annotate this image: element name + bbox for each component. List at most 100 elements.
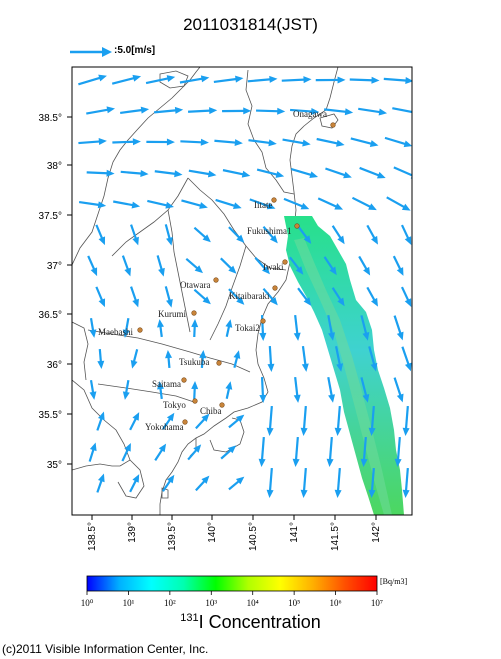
wind-vector-arrow bbox=[325, 167, 352, 179]
lat-tick-label: 37° bbox=[47, 261, 62, 272]
city-label: Otawara bbox=[180, 280, 210, 290]
city-label: Yokohama bbox=[145, 422, 184, 432]
boundary-kanto-south bbox=[87, 329, 251, 373]
wind-vector-arrow bbox=[87, 255, 98, 277]
wind-vector-arrow bbox=[266, 405, 274, 436]
boundary-fukushima-tochigi bbox=[187, 177, 287, 271]
city-tokai2: Tokai2 bbox=[235, 318, 266, 333]
wind-vector-arrow bbox=[262, 287, 278, 306]
wind-vector-arrow bbox=[315, 76, 346, 84]
city-tsukuba: Tsukuba bbox=[179, 357, 222, 367]
wind-vector-arrow bbox=[86, 106, 116, 115]
wind-scale-label: :5.0[m/s] bbox=[114, 45, 156, 56]
wind-vector-arrow bbox=[327, 377, 335, 403]
city-iwaki: Iwaki bbox=[263, 259, 288, 272]
city-marker-icon bbox=[213, 277, 219, 283]
wind-vector-arrow bbox=[400, 286, 412, 307]
lat-tick-label: 35.5° bbox=[39, 410, 62, 421]
wind-vector-arrow bbox=[195, 475, 210, 492]
longitude-axis: 138.5° 139° 139.5° 140° 140.5° 141° 141.5° 142° bbox=[87, 515, 382, 551]
wind-vector-arrow bbox=[97, 348, 105, 369]
wind-vector-arrow bbox=[402, 405, 410, 436]
city-tokyo: Tokyo bbox=[163, 398, 198, 410]
colorbar-unit: [Bq/m3] bbox=[380, 577, 408, 586]
lat-tick-label: 36° bbox=[47, 360, 62, 371]
wind-vector-arrow bbox=[360, 377, 370, 403]
lon-tick-label: 141° bbox=[289, 522, 300, 543]
wind-vector-arrow bbox=[283, 197, 310, 210]
wind-vector-arrow bbox=[95, 286, 106, 308]
city-marker-icon bbox=[260, 318, 266, 324]
wind-vector-arrow bbox=[327, 315, 335, 341]
wind-vector-arrow bbox=[266, 467, 274, 498]
wind-vector-arrow bbox=[193, 288, 211, 305]
city-saitama: Saitama bbox=[152, 377, 187, 389]
wind-vector-arrow bbox=[112, 138, 141, 146]
wind-vector-arrow bbox=[129, 474, 140, 493]
lat-tick-label: 36.5° bbox=[39, 310, 62, 321]
wind-vector-arrow bbox=[301, 345, 309, 372]
wind-vector-arrow bbox=[249, 198, 276, 210]
wind-vector-arrow bbox=[358, 107, 388, 116]
city-marker-icon bbox=[330, 122, 336, 128]
wind-scale-arrow-icon bbox=[70, 47, 112, 57]
wind-vector-arrow bbox=[185, 258, 203, 274]
wind-vector-arrow bbox=[89, 379, 97, 400]
wind-vector-arrow bbox=[293, 376, 301, 403]
wind-vector-arrow bbox=[316, 137, 345, 147]
wind-vector-arrow bbox=[220, 257, 237, 274]
lat-tick-label: 37.5° bbox=[39, 211, 62, 222]
wind-vector-arrow bbox=[120, 170, 149, 177]
city-label: Maebashi bbox=[98, 327, 133, 337]
city-marker-icon bbox=[219, 402, 225, 408]
wind-vector-arrow bbox=[164, 224, 173, 246]
wind-vector-arrow bbox=[213, 75, 244, 84]
wind-vector-arrow bbox=[222, 107, 252, 115]
wind-vector-arrow bbox=[188, 107, 218, 115]
map-area: Onagawa Iitate Fukushima1 Iwaki Otawara Kitai… bbox=[72, 67, 412, 515]
wind-vector-arrow bbox=[215, 198, 242, 210]
colorbar-title-isotope: 131 bbox=[180, 612, 199, 624]
wind-vector-arrow bbox=[130, 224, 139, 246]
colorbar bbox=[86, 575, 378, 595]
izu-oshima bbox=[161, 487, 169, 499]
sado-island bbox=[159, 70, 189, 89]
wind-vector-arrow bbox=[228, 476, 245, 491]
lon-tick-label: 141.5° bbox=[330, 522, 341, 551]
honshu-east-coastline bbox=[159, 67, 339, 515]
wind-vector-arrow bbox=[254, 257, 270, 275]
city-marker-icon bbox=[137, 327, 143, 333]
wind-vector-arrow bbox=[349, 76, 380, 84]
wind-vector-arrow bbox=[96, 411, 105, 431]
wind-vector-arrow bbox=[96, 473, 105, 493]
city-onagawa: Onagawa bbox=[293, 109, 336, 128]
wind-vector-arrow bbox=[358, 255, 371, 276]
wind-vector-arrow bbox=[256, 107, 286, 115]
wind-vector-arrow bbox=[233, 350, 241, 368]
wind-vector-arrow bbox=[331, 225, 345, 245]
city-marker-icon bbox=[294, 223, 300, 229]
wind-vector-arrow bbox=[154, 170, 183, 178]
wind-vector-arrow bbox=[259, 376, 267, 403]
wind-vector-arrow bbox=[359, 166, 386, 179]
wind-vector-arrow bbox=[180, 138, 209, 146]
wind-vector-arrow bbox=[188, 169, 217, 178]
plume-core-band bbox=[294, 238, 392, 515]
wind-vector-arrow bbox=[130, 286, 139, 308]
wind-vector-arrow bbox=[289, 256, 304, 275]
wind-vector-arrow bbox=[360, 436, 368, 467]
wind-vector-arrow bbox=[256, 168, 285, 178]
colorbar-title-text: I Concentration bbox=[198, 612, 321, 632]
wind-vector-arrow bbox=[392, 255, 404, 276]
lat-tick-label: 35° bbox=[47, 460, 62, 471]
wind-vector-arrow bbox=[157, 319, 164, 338]
lat-tick-label: 38° bbox=[47, 161, 62, 172]
wind-vector-arrow bbox=[179, 75, 210, 84]
wind-vector-arrow bbox=[290, 107, 320, 115]
wind-vector-field bbox=[78, 74, 412, 498]
wind-vector-arrow bbox=[129, 412, 140, 431]
wind-vector-arrow bbox=[181, 199, 208, 209]
city-label: Kurumi bbox=[158, 309, 186, 319]
wind-vector-arrow bbox=[300, 405, 308, 436]
